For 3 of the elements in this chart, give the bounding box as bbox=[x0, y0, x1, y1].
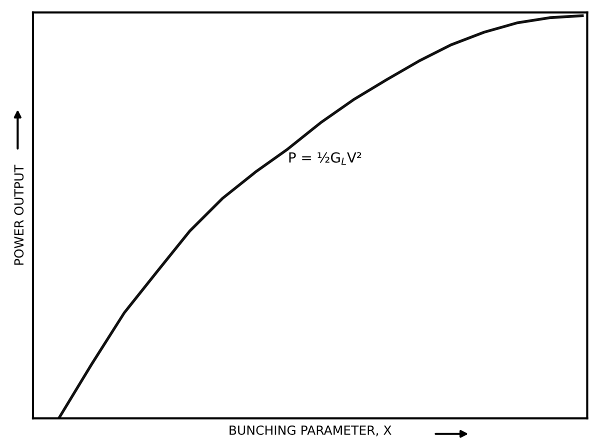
annotation: P = ½G$_{L}$V² bbox=[289, 152, 362, 165]
x-axis-title: BUNCHING PARAMETER, X bbox=[230, 425, 392, 436]
y-axis-title: POWER OUTPUT bbox=[14, 164, 24, 265]
